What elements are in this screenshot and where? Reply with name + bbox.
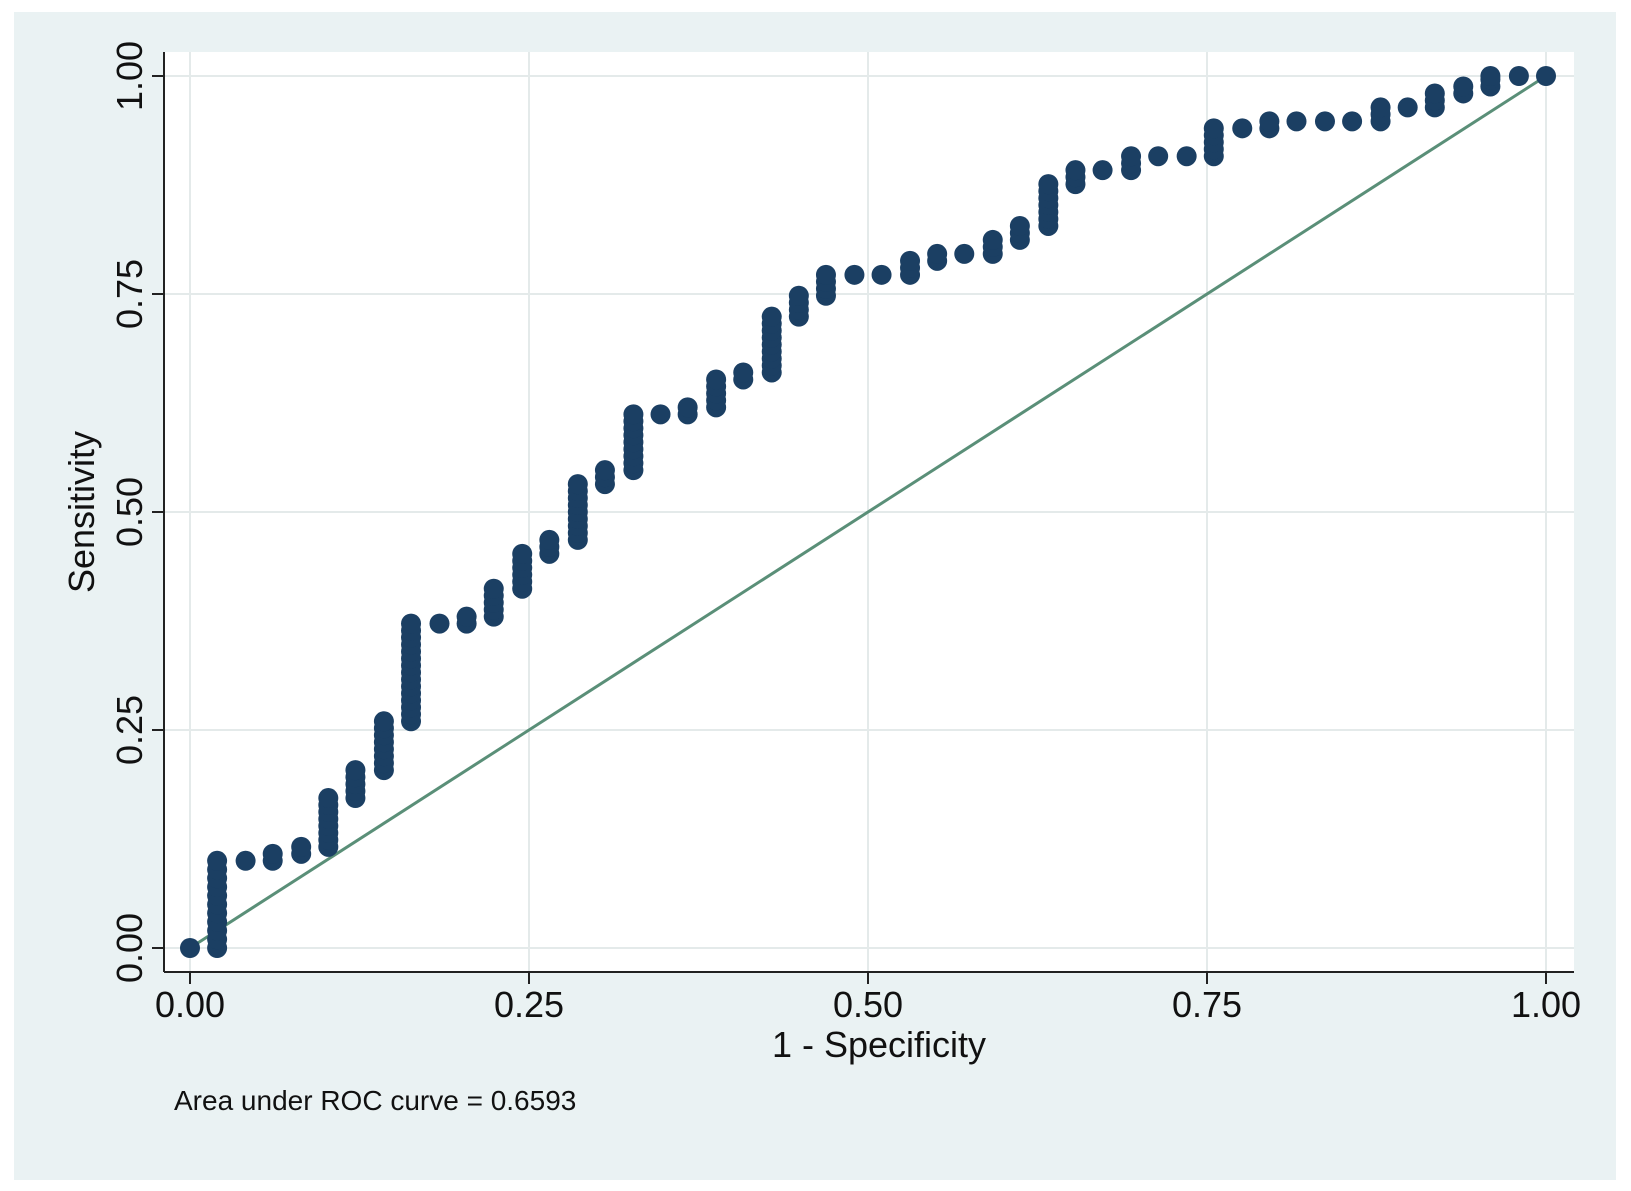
- roc-point: [706, 369, 727, 390]
- roc-point: [291, 836, 312, 857]
- roc-point: [982, 229, 1003, 250]
- x-tick-label: 0.50: [833, 984, 903, 1025]
- roc-point: [1286, 111, 1307, 132]
- auc-annotation: Area under ROC curve = 0.6593: [174, 1085, 576, 1116]
- roc-point: [401, 613, 422, 634]
- x-axis-title: 1 - Specificity: [772, 1024, 986, 1065]
- roc-point: [623, 404, 644, 425]
- roc-point: [815, 264, 836, 285]
- roc-chart: 0.00 0.25 0.50 0.75 1.00 0.00 0.25 0.50 0.75 1.0…: [61, 41, 1581, 1116]
- roc-point: [871, 264, 892, 285]
- y-tick-label: 0.25: [109, 695, 150, 765]
- roc-point: [1203, 118, 1224, 139]
- y-tick-label: 0.50: [109, 477, 150, 547]
- roc-point: [429, 613, 450, 634]
- roc-point: [927, 243, 948, 264]
- y-tick-label: 1.00: [109, 41, 150, 111]
- x-tick-label: 0.00: [155, 984, 225, 1025]
- y-tick-label: 0.75: [109, 259, 150, 329]
- y-axis-title: Sensitivity: [61, 431, 102, 593]
- x-tick-label: 0.25: [494, 984, 564, 1025]
- roc-point: [1370, 97, 1391, 118]
- roc-point: [594, 460, 615, 481]
- y-ticks: 0.00 0.25 0.50 0.75 1.00: [109, 41, 164, 983]
- roc-point: [483, 578, 504, 599]
- roc-point: [207, 850, 228, 871]
- chart-frame: 0.00 0.25 0.50 0.75 1.00 0.00 0.25 0.50 0.75 1.0…: [14, 12, 1616, 1180]
- roc-point: [539, 529, 560, 550]
- roc-point: [733, 362, 754, 383]
- roc-points: [180, 66, 1556, 958]
- roc-point: [1176, 146, 1197, 167]
- x-tick-label: 1.00: [1511, 984, 1581, 1025]
- roc-point: [844, 264, 865, 285]
- roc-point: [1148, 146, 1169, 167]
- roc-point: [900, 250, 921, 271]
- roc-point: [1453, 76, 1474, 97]
- roc-point: [1092, 160, 1113, 181]
- roc-point: [650, 404, 671, 425]
- roc-point: [1314, 111, 1335, 132]
- roc-point: [456, 606, 477, 627]
- roc-point: [567, 474, 588, 495]
- roc-point: [235, 850, 256, 871]
- roc-point: [1121, 146, 1142, 167]
- roc-point: [954, 243, 975, 264]
- roc-point: [1342, 111, 1363, 132]
- roc-point: [1259, 111, 1280, 132]
- roc-point: [1536, 66, 1556, 86]
- roc-point: [1480, 66, 1501, 86]
- roc-point: [788, 285, 809, 306]
- x-ticks: 0.00 0.25 0.50 0.75 1.00: [155, 972, 1581, 1025]
- roc-point: [1065, 160, 1086, 181]
- roc-point: [373, 711, 394, 732]
- roc-point: [262, 843, 283, 864]
- roc-point: [318, 788, 339, 809]
- roc-point: [1424, 83, 1445, 104]
- reference-line: [189, 74, 1547, 950]
- roc-point: [1508, 66, 1529, 86]
- roc-point: [512, 543, 533, 564]
- roc-point: [761, 306, 782, 327]
- roc-point: [1232, 118, 1253, 139]
- roc-point: [1397, 97, 1418, 118]
- roc-point: [677, 397, 698, 418]
- x-tick-label: 0.75: [1172, 984, 1242, 1025]
- roc-point: [1038, 174, 1059, 195]
- roc-point: [345, 760, 366, 781]
- roc-point: [1009, 215, 1030, 236]
- y-tick-label: 0.00: [109, 913, 150, 983]
- roc-point: [180, 938, 200, 958]
